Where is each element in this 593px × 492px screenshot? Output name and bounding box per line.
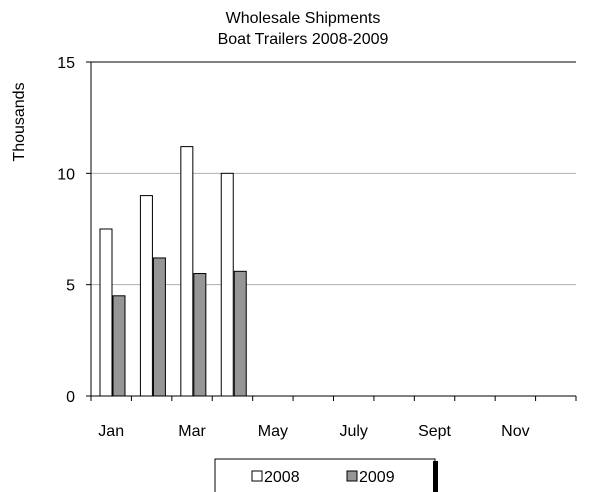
x-tick-label-mar: Mar [178,423,206,440]
x-tick-labels: Jan Mar May July Sept Nov [98,423,529,440]
y-tick-label-0: 0 [66,389,75,406]
chart-subtitle: Boat Trailers 2008-2009 [218,31,389,48]
bar-2008-feb [139,195,153,397]
bar-2009-feb [152,257,166,397]
y-tick-label-15: 15 [57,55,75,72]
bar-2009-apr [233,270,247,397]
y-tick-labels: 0 5 10 15 [57,55,75,406]
legend-swatch-2009 [346,470,358,482]
x-tick-label-may: May [258,423,288,440]
x-tick-label-jan: Jan [98,423,124,440]
bar-2008-jan [99,228,113,397]
legend-label-2008: 2008 [264,469,300,486]
bar-2008-mar [180,146,194,397]
bars [99,146,247,397]
bar-2009-mar [193,273,207,397]
axes [86,61,577,401]
legend-label-2009: 2009 [359,469,395,486]
bar-2009-jan [112,295,126,397]
legend-box [214,458,436,492]
x-tick-label-sept: Sept [418,423,451,440]
legend-shadow [433,461,438,492]
legend-swatch-2008 [251,470,263,482]
bar-2008-apr [220,172,234,397]
y-axis-label: Thousands [11,82,28,161]
y-tick-label-5: 5 [66,278,75,295]
x-tick-label-july: July [339,423,367,440]
x-tick-label-nov: Nov [501,423,529,440]
gridlines [91,61,576,286]
y-tick-label-10: 10 [57,166,75,183]
chart-title: Wholesale Shipments [226,10,381,27]
legend: 2008 2009 [214,458,438,492]
